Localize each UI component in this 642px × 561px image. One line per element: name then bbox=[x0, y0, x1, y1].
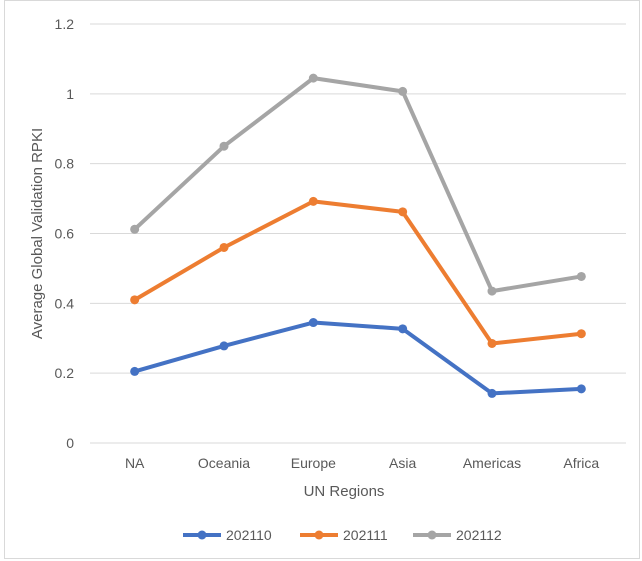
x-tick-label: Africa bbox=[563, 455, 599, 471]
chart-frame bbox=[4, 0, 640, 559]
series-202112 bbox=[130, 73, 586, 296]
legend: 202110 202111 202112 bbox=[183, 527, 502, 543]
gridlines bbox=[90, 23, 626, 444]
x-tick-label: Asia bbox=[389, 455, 416, 471]
series-line bbox=[132, 76, 584, 294]
legend-item: 202111 bbox=[300, 527, 388, 543]
data-point bbox=[487, 286, 497, 296]
series-lines bbox=[130, 73, 586, 398]
legend-marker bbox=[314, 530, 324, 540]
y-tick-label: 0.2 bbox=[55, 365, 75, 381]
data-point bbox=[576, 271, 586, 281]
x-axis-ticks: NA Oceania Europe Asia Americas Africa bbox=[125, 455, 599, 471]
legend-item: 202110 bbox=[183, 527, 272, 543]
legend-marker bbox=[197, 530, 207, 540]
data-point bbox=[576, 384, 586, 394]
data-point bbox=[398, 86, 408, 96]
series-line bbox=[132, 320, 584, 396]
y-tick-label: 0 bbox=[66, 435, 74, 451]
x-axis-title: UN Regions bbox=[304, 483, 385, 500]
data-point bbox=[398, 324, 408, 334]
y-tick-label: 1 bbox=[66, 86, 74, 102]
y-axis-title: Average Global Validation RPKI bbox=[29, 128, 46, 339]
data-point bbox=[219, 141, 229, 151]
y-axis-ticks: 0 0.2 0.4 0.6 0.8 1 1.2 bbox=[55, 16, 75, 451]
data-point bbox=[219, 242, 229, 252]
series-202110 bbox=[130, 318, 586, 398]
legend-label: 202111 bbox=[343, 527, 388, 543]
y-tick-label: 0.4 bbox=[55, 295, 75, 311]
y-tick-label: 1.2 bbox=[55, 16, 75, 32]
series-202111 bbox=[130, 196, 586, 348]
data-point bbox=[487, 338, 497, 348]
data-point bbox=[130, 224, 140, 234]
data-point bbox=[576, 329, 586, 339]
x-tick-label: NA bbox=[125, 455, 145, 471]
x-tick-label: Americas bbox=[463, 455, 521, 471]
x-tick-label: Oceania bbox=[198, 455, 250, 471]
legend-item: 202112 bbox=[413, 527, 502, 543]
series-line bbox=[132, 199, 584, 346]
y-tick-label: 0.8 bbox=[55, 156, 75, 172]
legend-label: 202110 bbox=[226, 527, 272, 543]
data-point bbox=[130, 366, 140, 376]
data-point bbox=[219, 341, 229, 351]
data-point bbox=[487, 388, 497, 398]
data-point bbox=[308, 196, 318, 206]
data-point bbox=[130, 295, 140, 305]
data-point bbox=[308, 318, 318, 328]
legend-marker bbox=[427, 530, 437, 540]
x-tick-label: Europe bbox=[291, 455, 336, 471]
data-point bbox=[308, 73, 318, 83]
y-tick-label: 0.6 bbox=[55, 226, 75, 242]
legend-label: 202112 bbox=[456, 527, 502, 543]
data-point bbox=[398, 207, 408, 217]
